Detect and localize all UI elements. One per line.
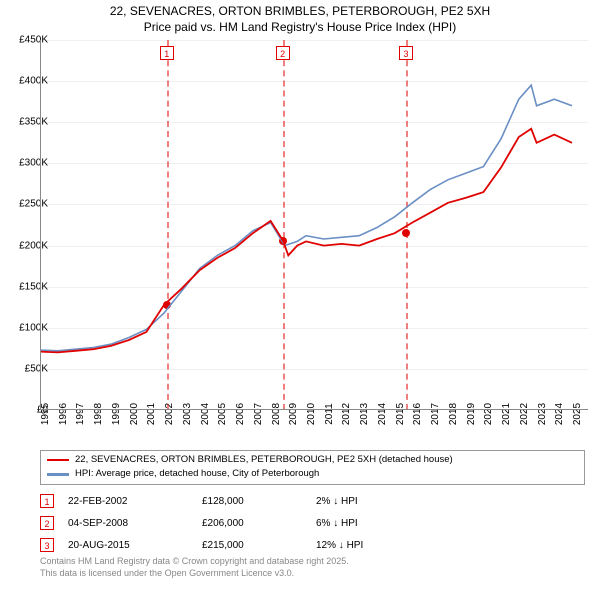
- transaction-diff: 6% ↓ HPI: [316, 518, 426, 529]
- transaction-date: 22-FEB-2002: [68, 496, 188, 507]
- legend-label: HPI: Average price, detached house, City…: [75, 467, 319, 481]
- transaction-index: 2: [40, 516, 54, 530]
- legend-swatch: [47, 459, 69, 462]
- legend-label: 22, SEVENACRES, ORTON BRIMBLES, PETERBOR…: [75, 453, 453, 467]
- chart-axes-frame: [40, 40, 588, 410]
- footer-line-1: Contains HM Land Registry data © Crown c…: [40, 556, 349, 568]
- transactions-table: 1 22-FEB-2002 £128,000 2% ↓ HPI 2 04-SEP-2008…: [40, 490, 580, 556]
- legend-swatch: [47, 473, 69, 476]
- title-line-2: Price paid vs. HM Land Registry's House …: [0, 20, 600, 36]
- legend-item: 22, SEVENACRES, ORTON BRIMBLES, PETERBOR…: [47, 453, 578, 467]
- legend-item: HPI: Average price, detached house, City…: [47, 467, 578, 481]
- legend: 22, SEVENACRES, ORTON BRIMBLES, PETERBOR…: [40, 450, 585, 485]
- transaction-price: £215,000: [202, 540, 302, 551]
- transaction-row: 1 22-FEB-2002 £128,000 2% ↓ HPI: [40, 490, 580, 512]
- transaction-diff: 12% ↓ HPI: [316, 540, 426, 551]
- transaction-diff: 2% ↓ HPI: [316, 496, 426, 507]
- transaction-price: £206,000: [202, 518, 302, 529]
- transaction-row: 2 04-SEP-2008 £206,000 6% ↓ HPI: [40, 512, 580, 534]
- footer-line-2: This data is licensed under the Open Gov…: [40, 568, 349, 580]
- transaction-index: 3: [40, 538, 54, 552]
- title-line-1: 22, SEVENACRES, ORTON BRIMBLES, PETERBOR…: [0, 4, 600, 20]
- transaction-index: 1: [40, 494, 54, 508]
- transaction-row: 3 20-AUG-2015 £215,000 12% ↓ HPI: [40, 534, 580, 556]
- transaction-date: 04-SEP-2008: [68, 518, 188, 529]
- chart-container: 22, SEVENACRES, ORTON BRIMBLES, PETERBOR…: [0, 0, 600, 590]
- transaction-date: 20-AUG-2015: [68, 540, 188, 551]
- chart-title: 22, SEVENACRES, ORTON BRIMBLES, PETERBOR…: [0, 0, 600, 35]
- footer-attribution: Contains HM Land Registry data © Crown c…: [40, 556, 349, 579]
- transaction-price: £128,000: [202, 496, 302, 507]
